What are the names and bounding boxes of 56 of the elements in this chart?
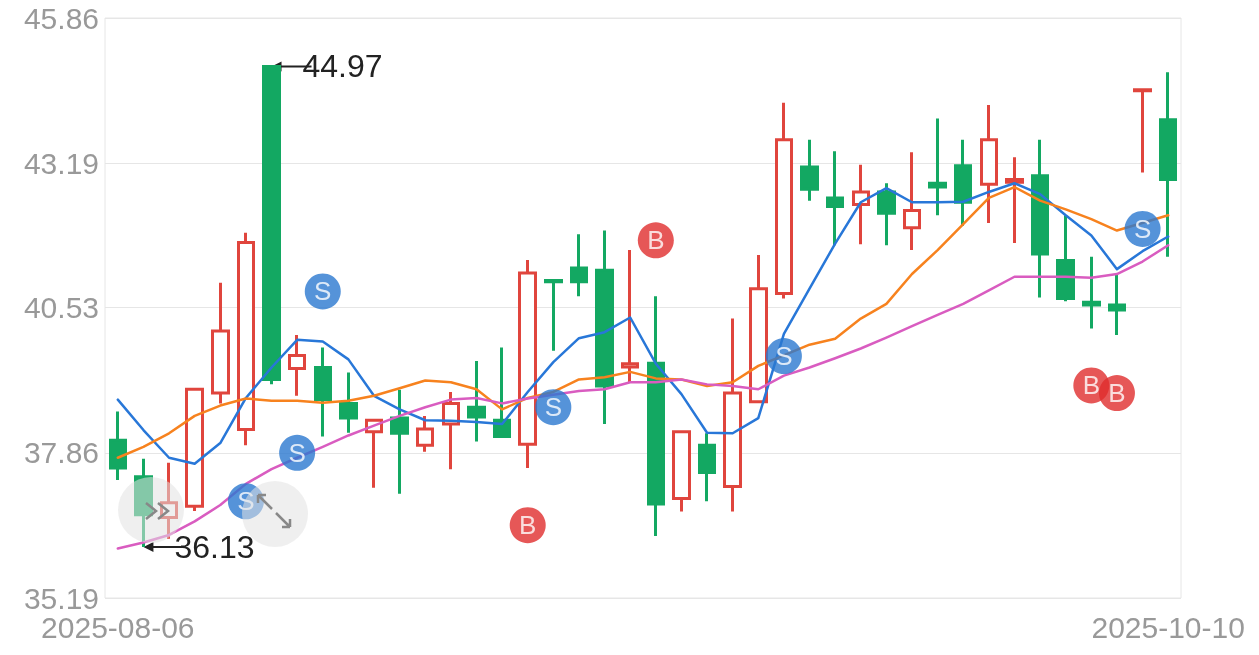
- candlestick: [570, 234, 588, 297]
- y-tick-label: 45.86: [23, 1, 99, 35]
- data-label: S: [314, 276, 332, 307]
- candlestick: [442, 391, 460, 470]
- candlestick: [467, 361, 486, 442]
- data-label: B: [647, 225, 665, 256]
- candlestick: [339, 372, 358, 433]
- data-label: B: [1108, 378, 1126, 409]
- candlestick: [1133, 88, 1152, 173]
- candlestick: [672, 430, 691, 512]
- candlestick: [493, 347, 511, 439]
- candlestick: [185, 387, 204, 512]
- x-tick-label: 2025-10-10: [1091, 610, 1245, 644]
- data-label: S: [1133, 213, 1152, 244]
- candlestick: [826, 151, 844, 246]
- candlestick: [749, 255, 768, 404]
- candlestick: [390, 389, 409, 494]
- candlestick: [954, 139, 972, 226]
- data-label: S: [544, 392, 563, 423]
- candlestick: [1005, 157, 1024, 244]
- candlestick: [211, 282, 230, 404]
- candlestick: [134, 458, 153, 547]
- candlestick: [1159, 72, 1177, 257]
- candlestick: [314, 347, 332, 437]
- candlestick: [237, 232, 255, 446]
- data-label: S: [288, 437, 306, 468]
- y-tick-label: 43.19: [23, 146, 99, 180]
- candlestick: [1082, 256, 1101, 329]
- candlestick: [288, 334, 306, 396]
- candlestick: [595, 230, 614, 425]
- candlestick: [928, 118, 947, 216]
- candlestick: [262, 64, 281, 385]
- candlestick: [852, 164, 870, 245]
- candlestick: [621, 250, 639, 383]
- annotation: 44.97: [302, 48, 383, 85]
- candlestick: [1056, 215, 1075, 302]
- y-tick-label: 37.86: [23, 436, 99, 470]
- candlestick: [903, 152, 921, 251]
- candlestick: [723, 318, 742, 512]
- candlestick: [416, 415, 434, 452]
- candlestick: [800, 139, 819, 201]
- candlestick: [775, 102, 793, 299]
- candlestick: [518, 259, 537, 469]
- candlestick: [647, 296, 665, 537]
- y-tick-label: 40.53: [23, 291, 99, 325]
- candlestick: [877, 183, 896, 246]
- candlestick: [544, 279, 563, 351]
- data-label: B: [519, 510, 537, 541]
- candlestick: [1108, 274, 1126, 335]
- candlestick: [698, 433, 716, 502]
- data-label: S: [775, 341, 793, 372]
- data-label: B: [1082, 370, 1101, 401]
- annotation: 36.13: [174, 528, 255, 565]
- candlestick: [980, 104, 998, 223]
- candlestick: [109, 411, 127, 481]
- candlestick: [1031, 139, 1049, 298]
